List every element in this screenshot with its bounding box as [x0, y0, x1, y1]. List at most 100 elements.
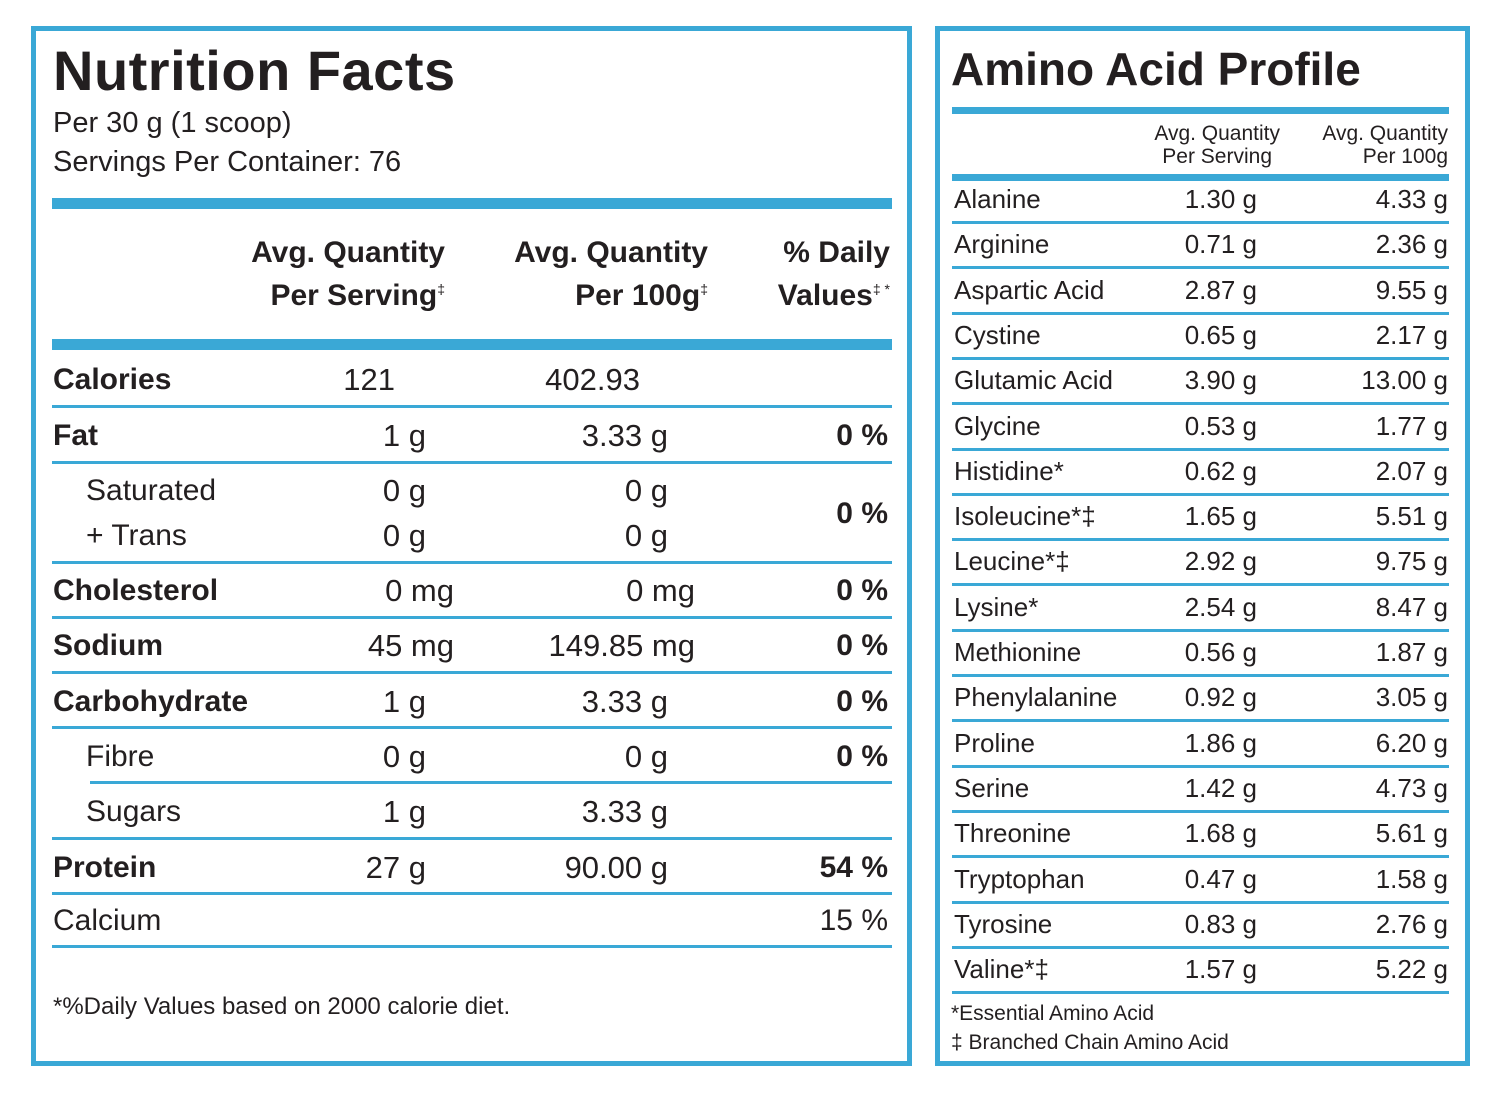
amino-per-100g: 9.75 g: [1375, 546, 1448, 577]
row-label: Calories: [53, 363, 172, 396]
amino-per-serving: 2.87 g: [1184, 274, 1257, 305]
bcaa-footnote: ‡ Branched Chain Amino Acid: [951, 1031, 1229, 1054]
amino-name: Phenylalanine: [954, 682, 1118, 713]
amino-row-divider: [952, 448, 1449, 451]
amino-row-divider: [952, 810, 1449, 813]
header-daily-values: % Daily Values‡ *: [700, 235, 890, 314]
aa-header-per100-line1: Avg. Quantity: [1322, 122, 1448, 145]
row-divider: [52, 561, 892, 564]
row-per100: 149.85 mg: [548, 628, 696, 663]
amino-name: Serine: [954, 772, 1030, 803]
row-divider: [52, 837, 892, 840]
header-per-100g-line2: Per 100g: [575, 279, 701, 312]
amino-row-divider: [952, 946, 1449, 949]
amino-per-serving: 0.71 g: [1184, 229, 1257, 260]
amino-row-divider: [952, 493, 1449, 496]
amino-name: Glutamic Acid: [954, 365, 1113, 396]
row-serving: 0 g: [382, 739, 426, 774]
amino-per-serving: 2.92 g: [1184, 546, 1257, 577]
amino-per-100g: 2.07 g: [1375, 455, 1448, 486]
row-label: Calcium: [53, 904, 162, 937]
amino-per-100g: 1.58 g: [1375, 863, 1448, 894]
header-dv-line2-wrap: Values‡ *: [700, 271, 890, 314]
amino-name: Isoleucine*‡: [954, 501, 1096, 532]
row-per100: 3.33 g: [581, 418, 668, 453]
amino-row-divider: [952, 221, 1449, 224]
nutrition-title: Nutrition Facts: [53, 39, 456, 102]
amino-row-divider: [952, 765, 1449, 768]
amino-per-100g: 8.47 g: [1375, 591, 1448, 622]
row-per100: 402.93: [545, 362, 640, 397]
header-per-serving-line1: Avg. Quantity: [251, 236, 445, 269]
amino-per-serving: 3.90 g: [1184, 365, 1257, 396]
daily-values-footnote: *%Daily Values based on 2000 calorie die…: [53, 993, 511, 1020]
row-divider: [52, 726, 892, 729]
servings-per-container: Servings Per Container: 76: [53, 146, 402, 178]
row-dv: 0 %: [836, 740, 888, 773]
header-per-100g-line1: Avg. Quantity: [514, 236, 708, 269]
amino-row-divider: [952, 538, 1449, 541]
amino-name: Leucine*‡: [954, 546, 1070, 577]
amino-per-100g: 1.77 g: [1375, 410, 1448, 441]
row-serving: 0 g: [382, 473, 426, 508]
row-label: Sodium: [53, 629, 163, 662]
row-label: Protein: [53, 851, 157, 884]
row-label: Fat: [53, 419, 98, 452]
row-serving: 1 g: [382, 794, 426, 829]
aa-header-per-serving: Avg. Quantity Per Serving: [1100, 122, 1280, 168]
row-dv: 0 %: [836, 497, 888, 530]
row-serving: 121: [343, 362, 395, 397]
amino-per-serving: 0.83 g: [1184, 908, 1257, 939]
amino-per-serving: 0.65 g: [1184, 319, 1257, 350]
amino-per-100g: 4.33 g: [1375, 184, 1448, 214]
nf-top-divider: [52, 198, 892, 209]
aa-header-per-100g: Avg. Quantity Per 100g: [1268, 122, 1448, 168]
amino-per-serving: 0.47 g: [1184, 863, 1257, 894]
row-divider: [52, 892, 892, 895]
amino-per-serving: 1.57 g: [1184, 954, 1257, 985]
amino-row-divider: [952, 312, 1449, 315]
row-divider: [52, 616, 892, 619]
row-divider: [52, 461, 892, 464]
nutrition-facts-panel: [31, 26, 912, 1066]
aa-header-divider: [952, 174, 1449, 181]
row-divider: [52, 671, 892, 674]
essential-footnote: *Essential Amino Acid: [951, 1002, 1155, 1025]
row-per100: 3.33 g: [581, 684, 668, 719]
header-per-100g: Avg. Quantity Per 100g‡: [460, 235, 708, 314]
header-per-100g-mark: ‡: [700, 281, 708, 297]
amino-row-divider: [952, 357, 1449, 360]
header-dv-line2: Values: [777, 279, 873, 312]
row-per100: 0 g: [624, 739, 668, 774]
header-dv-line1: % Daily: [783, 236, 890, 269]
amino-name: Glycine: [954, 410, 1041, 441]
amino-name: Lysine*: [954, 591, 1039, 622]
amino-per-100g: 5.22 g: [1375, 954, 1448, 985]
amino-per-100g: 3.05 g: [1375, 682, 1448, 713]
row-serving: 0 mg: [385, 573, 454, 608]
amino-row-divider: [952, 855, 1449, 858]
row-dv: 0 %: [836, 574, 888, 607]
amino-per-100g: 6.20 g: [1375, 727, 1448, 758]
row-divider: [52, 945, 892, 948]
aa-header-per100-line2: Per 100g: [1362, 145, 1448, 168]
amino-title: Amino Acid Profile: [951, 43, 1361, 95]
header-per-serving-mark: ‡: [437, 281, 445, 297]
aa-top-divider: [952, 107, 1449, 114]
amino-per-serving: 0.62 g: [1184, 455, 1257, 486]
amino-per-serving: 2.54 g: [1184, 591, 1257, 622]
aa-header-serving-line2: Per Serving: [1162, 145, 1272, 168]
row-label: Fibre: [86, 740, 155, 773]
row-per100: 0 mg: [626, 573, 695, 608]
header-per-100g-line2-wrap: Per 100g‡: [460, 271, 708, 314]
row-per100: 0 g: [624, 518, 668, 553]
amino-row-divider: [952, 266, 1449, 269]
amino-per-100g: 5.61 g: [1375, 818, 1448, 849]
amino-per-100g: 2.36 g: [1375, 229, 1448, 260]
amino-per-100g: 13.00 g: [1361, 365, 1448, 396]
row-dv: 54 %: [819, 851, 888, 884]
amino-row-divider: [952, 719, 1449, 722]
row-serving: 1 g: [382, 684, 426, 719]
row-label: Sugars: [86, 795, 182, 828]
amino-per-100g: 2.17 g: [1375, 319, 1448, 350]
